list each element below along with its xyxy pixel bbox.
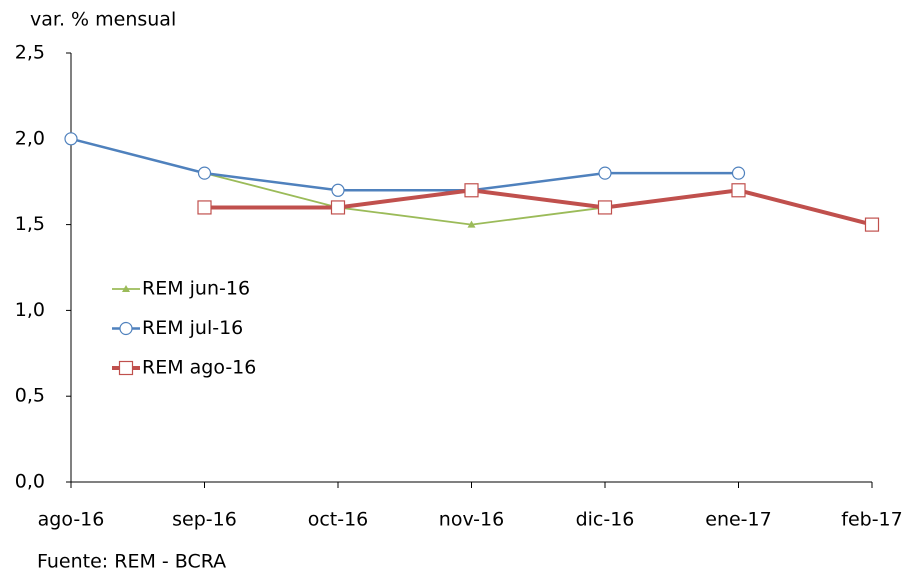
legend-label: REM jun-16: [142, 278, 250, 300]
y-tick-label: 1,0: [15, 299, 45, 321]
data-point: [467, 220, 476, 228]
data-point: [464, 183, 479, 198]
data-point: [731, 183, 746, 198]
x-tick-label: nov-16: [439, 509, 504, 531]
data-point: [197, 166, 212, 180]
series-line: [70, 137, 739, 192]
legend-marker: [118, 360, 134, 376]
axis-title: var. % mensual: [30, 9, 176, 31]
x-tick-label: oct-16: [308, 509, 369, 531]
x-tick-label: ene-17: [705, 509, 771, 531]
data-point: [731, 166, 746, 180]
data-point: [331, 183, 345, 197]
y-tick-label: 0,0: [15, 471, 45, 493]
legend-label: REM ago-16: [142, 357, 256, 379]
data-point: [197, 200, 212, 215]
y-tick-label: 0,5: [15, 385, 45, 407]
x-tick-label: ago-16: [38, 509, 105, 531]
data-point: [330, 200, 346, 215]
y-tick-label: 1,5: [15, 213, 45, 235]
data-point: [598, 166, 612, 180]
y-tick-label: 2,5: [15, 42, 45, 64]
x-tick-label: sep-16: [172, 509, 237, 531]
data-point: [597, 200, 613, 215]
x-tick-label: feb-17: [841, 509, 902, 531]
data-point: [64, 132, 78, 146]
legend-marker: [122, 285, 130, 292]
y-tick-label: 2,0: [15, 127, 45, 149]
data-point: [864, 217, 880, 232]
legend-label: REM jul-16: [142, 317, 243, 339]
x-tick-label: dic-16: [576, 509, 635, 531]
source-note: Fuente: REM - BCRA: [37, 551, 226, 573]
legend-marker: [119, 321, 133, 336]
series-line: [204, 188, 873, 227]
